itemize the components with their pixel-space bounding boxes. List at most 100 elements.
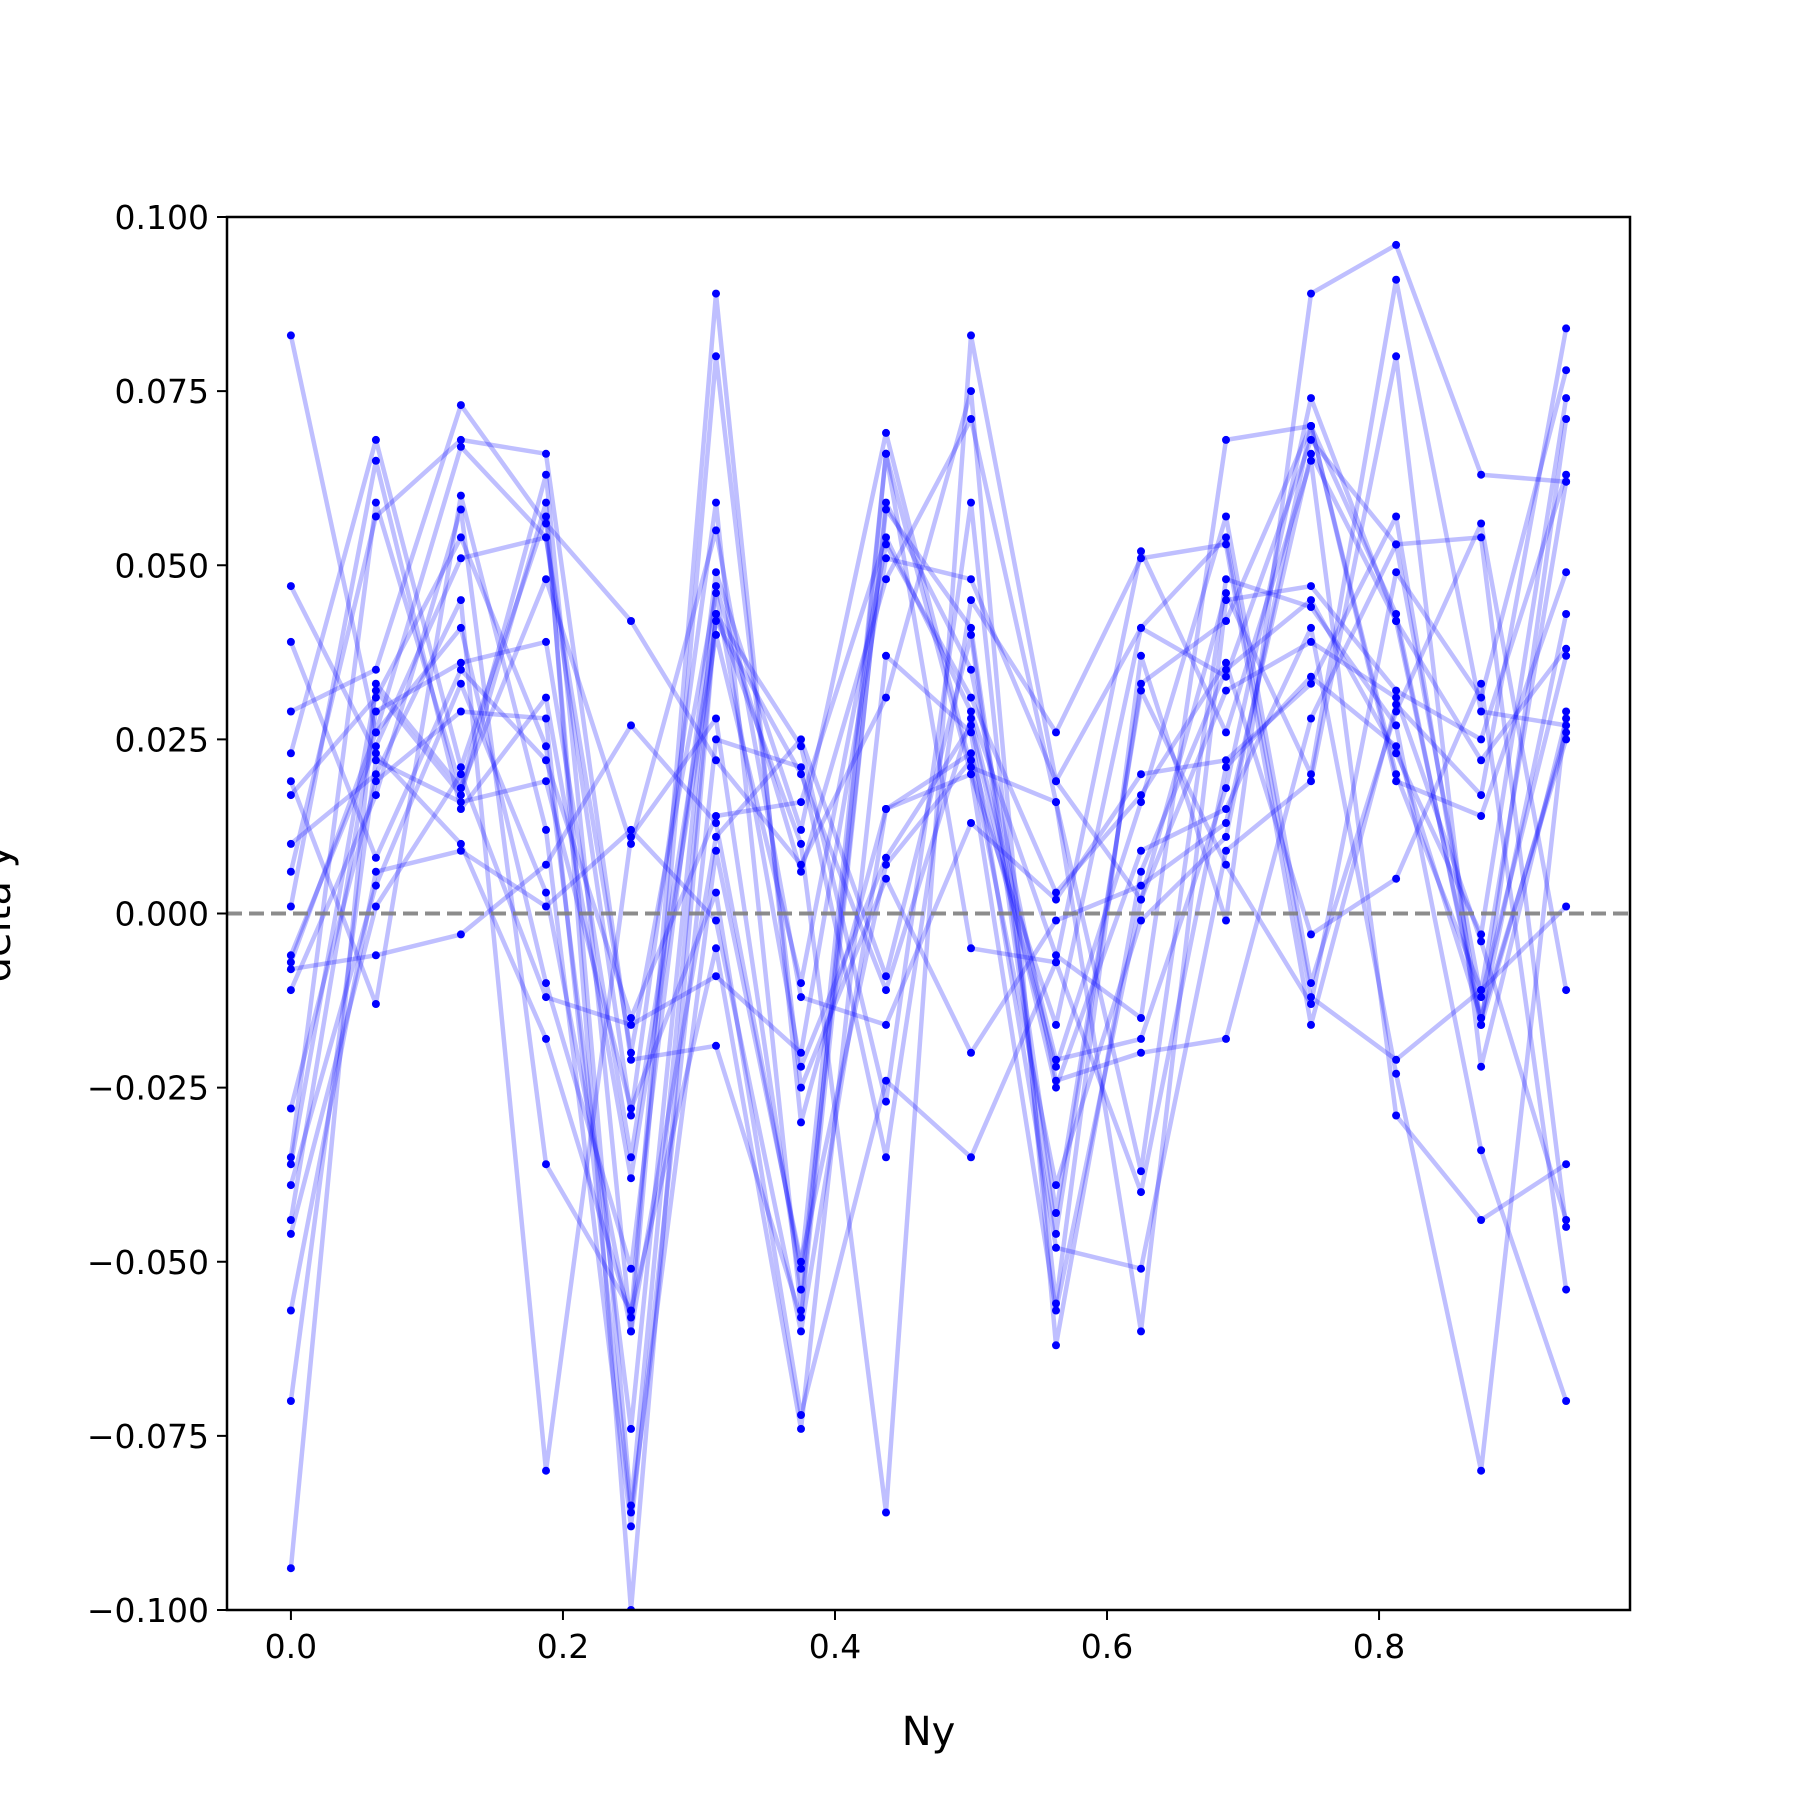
points-layer — [286, 240, 1571, 1610]
data-point — [1477, 756, 1486, 765]
data-point — [882, 540, 890, 549]
data-point — [286, 331, 295, 340]
data-point — [882, 1508, 890, 1517]
data-point — [882, 972, 890, 981]
data-point — [286, 1306, 295, 1315]
data-point — [456, 707, 465, 716]
data-point — [967, 944, 975, 953]
data-point — [1392, 742, 1401, 751]
data-point — [542, 519, 550, 528]
data-point — [797, 979, 805, 988]
data-point — [797, 825, 805, 834]
data-point — [627, 1501, 635, 1510]
data-point — [542, 860, 550, 869]
data-point — [1222, 756, 1230, 765]
data-point — [882, 533, 890, 542]
data-point — [797, 763, 805, 772]
x-axis: 0.0 0.2 0.4 0.6 0.8 — [265, 1610, 1405, 1666]
data-point — [712, 916, 720, 925]
data-point — [1307, 582, 1315, 591]
data-point — [1562, 1216, 1571, 1224]
data-point — [967, 770, 975, 779]
data-point — [542, 498, 550, 507]
data-point — [542, 742, 550, 751]
data-point — [1052, 1020, 1060, 1029]
series-line-9 — [289, 369, 1569, 1473]
data-point — [456, 930, 465, 939]
data-point — [1137, 1014, 1145, 1022]
data-point — [286, 951, 295, 960]
data-point — [456, 784, 465, 793]
data-point — [1052, 777, 1060, 786]
data-point — [1392, 686, 1401, 695]
data-point — [286, 777, 295, 786]
data-point — [797, 1083, 805, 1092]
data-point — [1137, 1034, 1145, 1043]
series-line-4 — [288, 423, 1569, 1028]
x-tick-label: 0.4 — [809, 1627, 861, 1666]
data-point — [882, 505, 890, 514]
data-point — [1137, 547, 1145, 556]
data-point — [1137, 679, 1145, 688]
series-line-16 — [288, 423, 1569, 1515]
data-point — [712, 735, 720, 744]
data-point — [1477, 1466, 1486, 1475]
data-point — [1477, 791, 1486, 800]
data-point — [1052, 728, 1060, 737]
data-point — [1477, 1062, 1486, 1071]
data-point — [1562, 714, 1571, 723]
y-tick-label: −0.050 — [87, 1243, 209, 1282]
data-point — [286, 958, 295, 967]
data-point — [1052, 958, 1060, 967]
data-point — [542, 449, 550, 458]
data-point — [1477, 707, 1486, 716]
data-point — [967, 498, 975, 507]
data-point — [456, 623, 465, 632]
data-point — [286, 1181, 295, 1190]
data-point — [1052, 1243, 1060, 1252]
data-point — [542, 1466, 550, 1475]
data-point — [371, 749, 380, 758]
data-point — [371, 707, 380, 716]
data-point — [712, 944, 720, 953]
data-point — [286, 637, 295, 646]
series-line-23 — [288, 674, 1569, 1418]
data-point — [371, 867, 380, 876]
data-point — [797, 1257, 805, 1266]
data-point — [1222, 658, 1230, 667]
series-line-13 — [288, 430, 1569, 1402]
data-point — [882, 1097, 890, 1106]
data-point — [1392, 749, 1401, 758]
data-point — [967, 756, 975, 765]
x-tick-label: 0.6 — [1081, 1627, 1133, 1666]
data-point — [967, 714, 975, 723]
data-point — [1392, 700, 1401, 709]
data-point — [1562, 902, 1571, 911]
data-point — [627, 1264, 635, 1273]
data-point — [542, 979, 550, 988]
y-tick-label: −0.100 — [87, 1591, 209, 1630]
data-point — [286, 1104, 295, 1113]
data-point — [627, 1048, 635, 1057]
data-point — [712, 289, 720, 298]
data-point — [882, 805, 890, 813]
series-line-7 — [288, 327, 1569, 1529]
data-point — [542, 756, 550, 765]
data-point — [1222, 763, 1230, 772]
data-point — [1307, 596, 1315, 605]
data-point — [456, 442, 465, 451]
data-point — [371, 902, 380, 911]
data-point — [1222, 533, 1230, 542]
data-point — [967, 331, 975, 340]
data-point — [797, 1062, 805, 1071]
data-point — [1137, 1167, 1145, 1176]
data-point — [1222, 686, 1230, 695]
data-point — [1137, 846, 1145, 855]
data-point — [627, 1020, 635, 1029]
data-point — [797, 867, 805, 876]
data-point — [542, 888, 550, 897]
data-point — [1052, 895, 1060, 904]
data-point — [712, 582, 720, 591]
data-point — [1222, 665, 1230, 674]
data-point — [797, 1327, 805, 1336]
